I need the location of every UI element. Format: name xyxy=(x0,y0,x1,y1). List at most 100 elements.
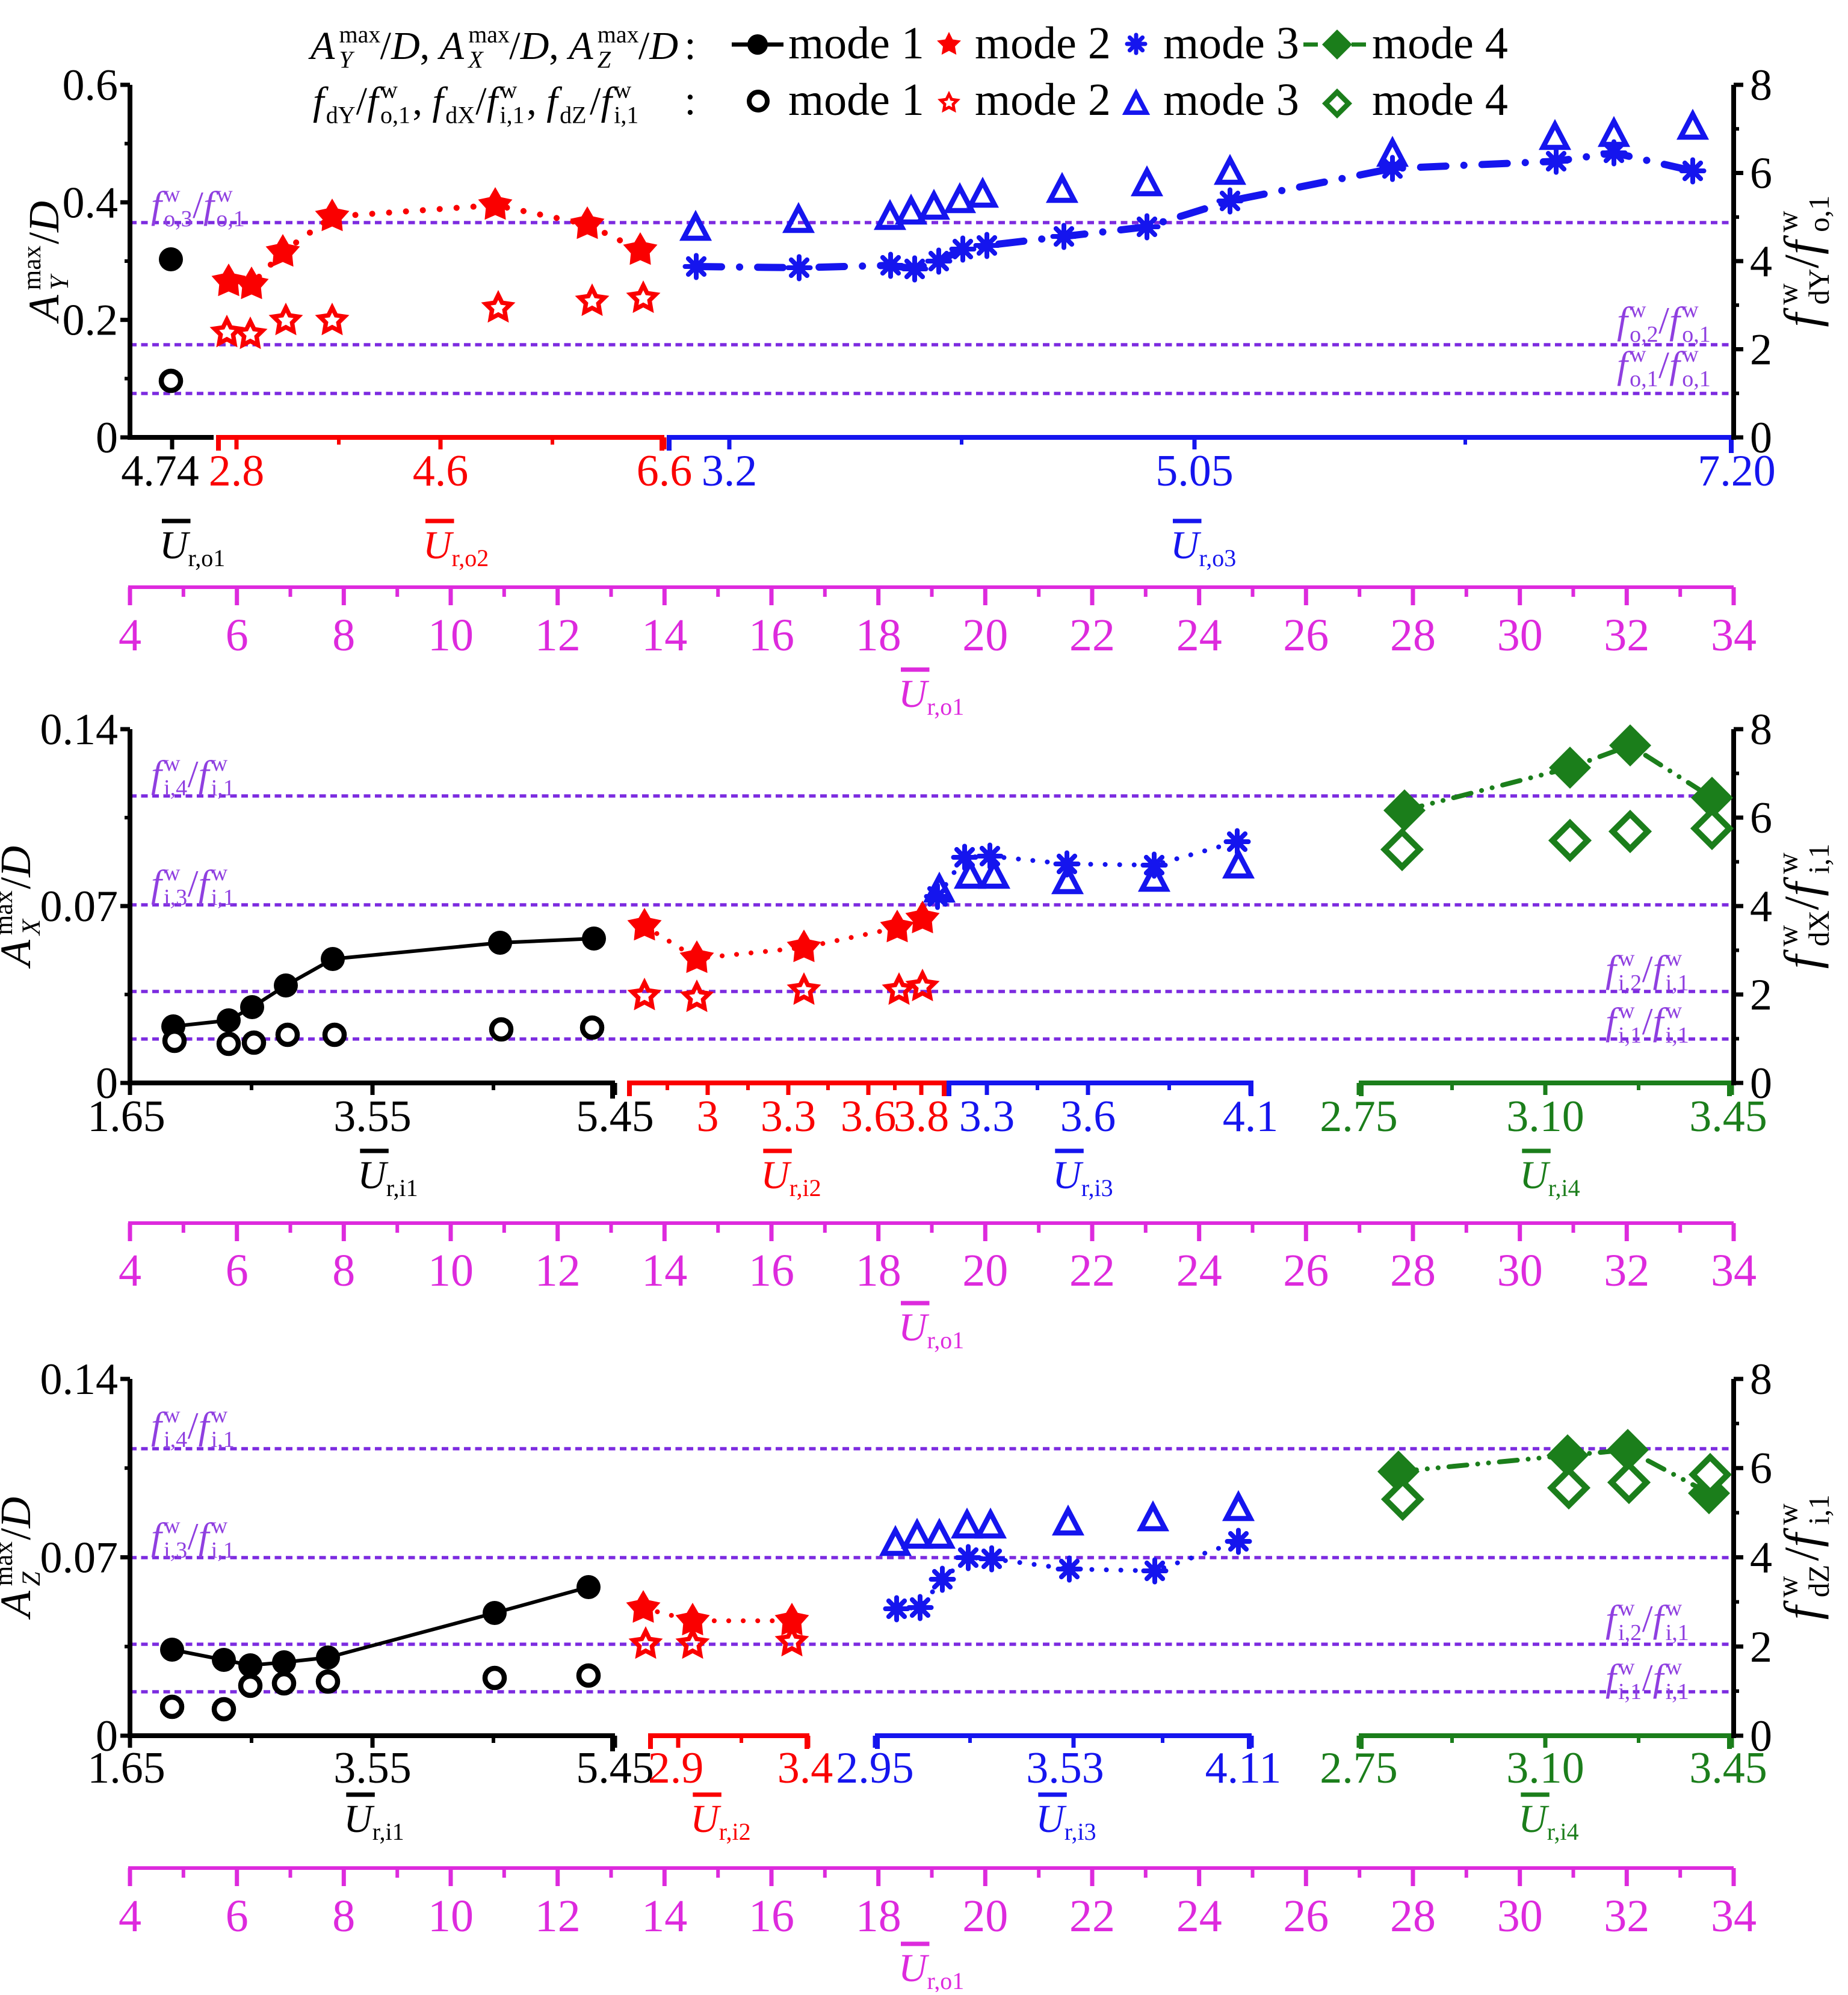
svg-text:22: 22 xyxy=(1069,1891,1115,1941)
svg-text:2: 2 xyxy=(1750,1623,1772,1672)
svg-text:fo,2w/fo,1w: fo,2w/fo,1w xyxy=(1617,297,1711,347)
svg-text:2.75: 2.75 xyxy=(1320,1092,1398,1141)
svg-text:Ur,i2: Ur,i2 xyxy=(690,1797,750,1845)
svg-text:6: 6 xyxy=(226,610,249,661)
svg-text:AYmax/D: AYmax/D xyxy=(18,201,74,324)
svg-text:mode 2: mode 2 xyxy=(975,75,1111,125)
svg-text:3.45: 3.45 xyxy=(1689,1092,1767,1141)
svg-text:6.6: 6.6 xyxy=(637,446,693,496)
svg-text:0.07: 0.07 xyxy=(40,882,119,931)
svg-text:32: 32 xyxy=(1604,1245,1649,1296)
svg-text:8: 8 xyxy=(332,1891,355,1941)
svg-text:26: 26 xyxy=(1283,1245,1329,1296)
svg-text:fdY/fo,1w, fdX/fi,1w, fdZ/fi,1: fdY/fo,1w, fdX/fi,1w, fdZ/fi,1w xyxy=(313,76,638,128)
svg-text:mode 2: mode 2 xyxy=(975,18,1111,69)
svg-text:6: 6 xyxy=(1750,1444,1772,1493)
svg-text:mode 4: mode 4 xyxy=(1372,75,1508,125)
svg-text:2.95: 2.95 xyxy=(836,1744,914,1793)
svg-text:0: 0 xyxy=(96,1712,118,1761)
svg-text:28: 28 xyxy=(1390,610,1436,661)
svg-text:3.3: 3.3 xyxy=(959,1092,1015,1141)
svg-text:4: 4 xyxy=(119,610,141,661)
svg-text:3.3: 3.3 xyxy=(761,1092,817,1141)
svg-text:fi,4w/fi,1w: fi,4w/fi,1w xyxy=(151,1402,235,1452)
svg-text:8: 8 xyxy=(1750,1355,1772,1404)
svg-text:Ur,o1: Ur,o1 xyxy=(898,1946,964,1992)
svg-text:Ur,o1: Ur,o1 xyxy=(898,1306,964,1354)
svg-text:fi,3w/fi,1w: fi,3w/fi,1w xyxy=(151,860,235,910)
svg-text:3.4: 3.4 xyxy=(777,1744,833,1793)
svg-text:Ur,i1: Ur,i1 xyxy=(357,1153,418,1201)
svg-text:30: 30 xyxy=(1497,1245,1543,1296)
svg-text:28: 28 xyxy=(1390,1891,1436,1941)
svg-text:4.6: 4.6 xyxy=(413,446,469,496)
svg-text:Ur,o2: Ur,o2 xyxy=(423,523,489,572)
svg-text:30: 30 xyxy=(1497,610,1543,661)
svg-text:6: 6 xyxy=(1750,794,1772,843)
svg-text:mode 3: mode 3 xyxy=(1163,75,1299,125)
svg-text:0.2: 0.2 xyxy=(63,296,119,345)
svg-text:10: 10 xyxy=(428,1891,474,1941)
svg-text:fi,3w/fi,1w: fi,3w/fi,1w xyxy=(151,1513,235,1563)
svg-text:26: 26 xyxy=(1283,1891,1329,1941)
svg-text:1.65: 1.65 xyxy=(87,1744,165,1793)
svg-text:2.9: 2.9 xyxy=(648,1744,704,1793)
svg-text:3.2: 3.2 xyxy=(702,446,758,496)
svg-text:fi,2w/fi,1w: fi,2w/fi,1w xyxy=(1605,1596,1689,1645)
svg-text:3.55: 3.55 xyxy=(333,1744,412,1793)
svg-text:4: 4 xyxy=(119,1891,141,1941)
svg-text:24: 24 xyxy=(1176,1891,1222,1941)
svg-text:2.75: 2.75 xyxy=(1320,1744,1398,1793)
svg-text:0.14: 0.14 xyxy=(40,1355,119,1404)
svg-text:30: 30 xyxy=(1497,1891,1543,1941)
svg-text:4.1: 4.1 xyxy=(1223,1092,1279,1141)
svg-text:16: 16 xyxy=(749,610,794,661)
svg-text:3.10: 3.10 xyxy=(1506,1744,1584,1793)
svg-text:3.45: 3.45 xyxy=(1689,1744,1767,1793)
svg-text:8: 8 xyxy=(1750,705,1772,754)
svg-text:4: 4 xyxy=(119,1245,141,1296)
svg-text:34: 34 xyxy=(1711,610,1757,661)
svg-text:3.53: 3.53 xyxy=(1026,1744,1104,1793)
svg-text:4: 4 xyxy=(1750,237,1772,286)
svg-text:3.8: 3.8 xyxy=(894,1092,950,1141)
svg-text:3.55: 3.55 xyxy=(333,1092,412,1141)
svg-text:14: 14 xyxy=(641,610,687,661)
svg-text:0: 0 xyxy=(1750,1059,1772,1108)
svg-text:6: 6 xyxy=(1750,149,1772,199)
svg-text:5.45: 5.45 xyxy=(576,1744,654,1793)
svg-text:20: 20 xyxy=(962,1245,1008,1296)
svg-text::: : xyxy=(684,78,696,124)
svg-text:26: 26 xyxy=(1283,610,1329,661)
svg-text:6: 6 xyxy=(226,1891,249,1941)
svg-text:Ur,i3: Ur,i3 xyxy=(1036,1797,1096,1845)
svg-text:Ur,o1: Ur,o1 xyxy=(898,672,964,720)
svg-text:14: 14 xyxy=(641,1245,687,1296)
svg-text:18: 18 xyxy=(856,610,901,661)
svg-text:20: 20 xyxy=(962,1891,1008,1941)
svg-text:fo,3w/fo,1w: fo,3w/fo,1w xyxy=(151,182,245,232)
svg-text:22: 22 xyxy=(1069,610,1115,661)
svg-text:Ur,o3: Ur,o3 xyxy=(1170,523,1236,572)
svg-text:24: 24 xyxy=(1176,610,1222,661)
svg-text:8: 8 xyxy=(332,1245,355,1296)
svg-text:10: 10 xyxy=(428,1245,474,1296)
svg-text:18: 18 xyxy=(856,1245,901,1296)
svg-text:10: 10 xyxy=(428,610,474,661)
svg-text:12: 12 xyxy=(535,1245,581,1296)
svg-text:fi,4w/fi,1w: fi,4w/fi,1w xyxy=(151,751,235,801)
svg-text:0: 0 xyxy=(1750,1712,1772,1761)
svg-text:2.8: 2.8 xyxy=(209,446,265,496)
svg-text:5.45: 5.45 xyxy=(576,1092,654,1141)
svg-text:22: 22 xyxy=(1069,1245,1115,1296)
svg-text:Ur,i4: Ur,i4 xyxy=(1519,1153,1580,1201)
svg-text:fo,1w/fo,1w: fo,1w/fo,1w xyxy=(1617,342,1711,392)
svg-text:16: 16 xyxy=(749,1245,794,1296)
svg-text:32: 32 xyxy=(1604,1891,1649,1941)
svg-text:8: 8 xyxy=(332,610,355,661)
svg-text:mode 4: mode 4 xyxy=(1372,18,1508,69)
svg-text:3.6: 3.6 xyxy=(841,1092,897,1141)
svg-text:8: 8 xyxy=(1750,61,1772,110)
svg-text:fi,2w/fi,1w: fi,2w/fi,1w xyxy=(1605,946,1689,996)
